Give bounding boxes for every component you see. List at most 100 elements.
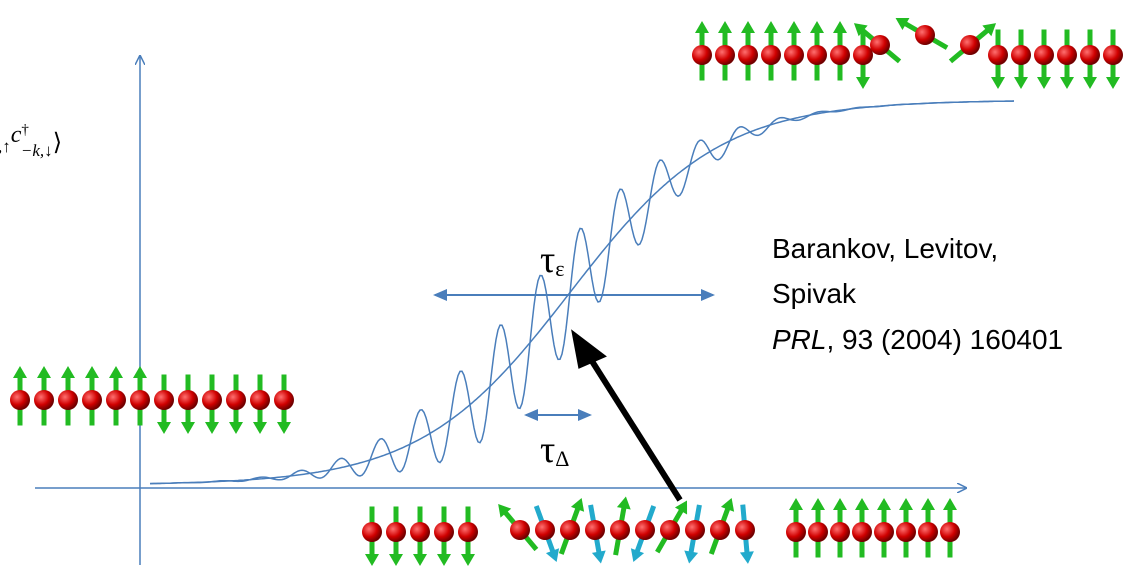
spin-part — [988, 45, 1008, 65]
spin-part — [789, 498, 803, 510]
spin-part — [877, 498, 891, 510]
spin-chains — [10, 18, 1123, 566]
spin-part — [874, 522, 894, 542]
spin-part — [786, 522, 806, 542]
pointer-arrow-head — [574, 334, 603, 366]
spin-part — [685, 520, 705, 540]
spin-part — [1060, 77, 1074, 89]
spin-part — [855, 498, 869, 510]
spin-part — [787, 21, 801, 33]
spin-part — [896, 522, 916, 542]
spin-part — [178, 390, 198, 410]
spin-part — [810, 21, 824, 33]
spin-part — [811, 498, 825, 510]
spin-part — [82, 390, 102, 410]
spin-part — [635, 520, 655, 540]
spin-part — [1037, 77, 1051, 89]
tau-delta: τΔ — [540, 429, 569, 471]
tau-epsilon: τε — [540, 239, 565, 281]
spin-part — [61, 366, 75, 378]
spin-part — [274, 390, 294, 410]
spin-part — [830, 522, 850, 542]
spin-part — [741, 21, 755, 33]
spin-part — [1034, 45, 1054, 65]
spin-part — [960, 35, 980, 55]
spin-part — [592, 550, 606, 563]
spin-part — [109, 366, 123, 378]
spin-part — [740, 551, 754, 564]
spin-part — [833, 21, 847, 33]
citation-line: Barankov, Levitov, — [772, 233, 998, 264]
spin-part — [133, 366, 147, 378]
spin-part — [899, 498, 913, 510]
spin-part — [154, 390, 174, 410]
spin-part — [1014, 77, 1028, 89]
spin-part — [870, 35, 890, 55]
spin-part — [10, 390, 30, 410]
pointer-arrow-shaft — [590, 358, 680, 500]
page: ,↑c†−k,↓⟩ τε τΔ Barankov, Levitov, Spiva… — [0, 0, 1129, 583]
citation-reference: PRL, 93 (2004) 160401 — [772, 324, 1063, 355]
spin-part — [1011, 45, 1031, 65]
spin-part — [921, 498, 935, 510]
spin-part — [535, 520, 555, 540]
spin-part — [202, 390, 222, 410]
spin-part — [610, 520, 630, 540]
spin-part — [253, 422, 267, 434]
spin-part — [1080, 45, 1100, 65]
spin-part — [940, 522, 960, 542]
spin-part — [660, 520, 680, 540]
citation-line: Spivak — [772, 278, 857, 309]
spin-part — [853, 45, 873, 65]
spin-part — [13, 366, 27, 378]
spin-part — [1083, 77, 1097, 89]
spin-part — [617, 497, 631, 510]
spin-part — [833, 498, 847, 510]
spin-part — [764, 21, 778, 33]
spin-part — [807, 45, 827, 65]
spin-part — [362, 522, 382, 542]
spin-part — [85, 366, 99, 378]
spin-part — [585, 520, 605, 540]
spin-part — [715, 45, 735, 65]
spin-part — [386, 522, 406, 542]
spin-part — [943, 498, 957, 510]
spin-part — [695, 21, 709, 33]
spin-part — [205, 422, 219, 434]
diagram: ,↑c†−k,↓⟩ τε τΔ Barankov, Levitov, Spiva… — [0, 0, 1129, 583]
spin-part — [157, 422, 171, 434]
spin-part — [106, 390, 126, 410]
spin-part — [918, 522, 938, 542]
spin-part — [458, 522, 478, 542]
spin-part — [784, 45, 804, 65]
spin-part — [808, 522, 828, 542]
spin-part — [434, 522, 454, 542]
spin-part — [510, 520, 530, 540]
spin-part — [852, 522, 872, 542]
spin-part — [229, 422, 243, 434]
spin-part — [461, 554, 475, 566]
spin-part — [58, 390, 78, 410]
spin-part — [226, 390, 246, 410]
spin-part — [410, 522, 430, 542]
spin-part — [856, 77, 870, 89]
spin-part — [365, 554, 379, 566]
spin-part — [250, 390, 270, 410]
spin-part — [692, 45, 712, 65]
spin-part — [277, 422, 291, 434]
spin-part — [34, 390, 54, 410]
spin-part — [991, 77, 1005, 89]
spin-part — [915, 25, 935, 45]
spin-part — [710, 520, 730, 540]
spin-part — [1103, 45, 1123, 65]
spin-part — [1106, 77, 1120, 89]
spin-part — [830, 45, 850, 65]
spin-part — [738, 45, 758, 65]
spin-part — [761, 45, 781, 65]
spin-part — [181, 422, 195, 434]
spin-part — [130, 390, 150, 410]
spin-part — [718, 21, 732, 33]
spin-part — [560, 520, 580, 540]
spin-part — [684, 550, 698, 563]
y-axis-label: ,↑c†−k,↓⟩ — [0, 122, 62, 160]
